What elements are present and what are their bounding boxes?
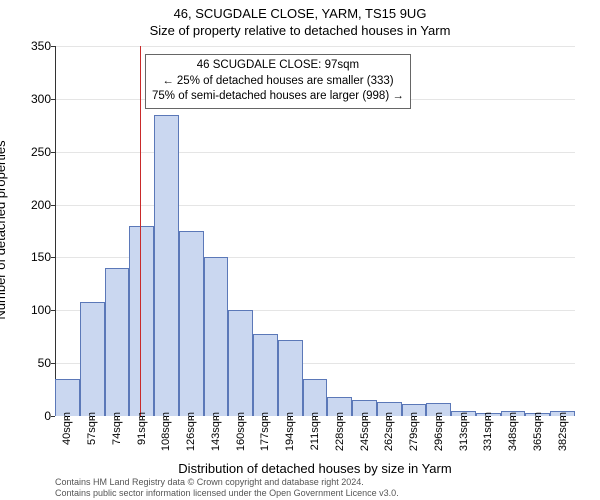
x-tick-mark bbox=[166, 416, 167, 420]
x-tick-mark bbox=[241, 416, 242, 420]
bar bbox=[204, 257, 229, 416]
y-tick-label: 300 bbox=[19, 92, 51, 106]
x-tick-mark bbox=[142, 416, 143, 420]
y-tick-mark bbox=[51, 363, 55, 364]
y-tick-mark bbox=[51, 46, 55, 47]
y-tick-mark bbox=[51, 205, 55, 206]
chart-container: 46, SCUGDALE CLOSE, YARM, TS15 9UG Size … bbox=[0, 0, 600, 500]
x-tick-mark bbox=[67, 416, 68, 420]
bar bbox=[228, 310, 253, 416]
x-tick-mark bbox=[265, 416, 266, 420]
bar bbox=[105, 268, 130, 416]
bar bbox=[253, 334, 278, 416]
y-tick-label: 150 bbox=[19, 250, 51, 264]
bar bbox=[179, 231, 204, 416]
y-tick-mark bbox=[51, 310, 55, 311]
bar bbox=[55, 379, 80, 416]
bar bbox=[80, 302, 105, 416]
plot-area: 050100150200250300350 40sqm57sqm74sqm91s… bbox=[55, 46, 575, 416]
y-tick-mark bbox=[51, 152, 55, 153]
x-tick-mark bbox=[389, 416, 390, 420]
y-tick-label: 350 bbox=[19, 39, 51, 53]
x-tick-mark bbox=[414, 416, 415, 420]
bar bbox=[278, 340, 303, 416]
chart-title: 46, SCUGDALE CLOSE, YARM, TS15 9UG bbox=[0, 0, 600, 23]
y-tick-mark bbox=[51, 99, 55, 100]
x-tick-mark bbox=[513, 416, 514, 420]
x-tick-mark bbox=[538, 416, 539, 420]
x-tick-mark bbox=[340, 416, 341, 420]
reference-line bbox=[140, 46, 141, 416]
y-tick-label: 50 bbox=[19, 356, 51, 370]
bar bbox=[303, 379, 328, 416]
x-tick-mark bbox=[563, 416, 564, 420]
y-tick-label: 100 bbox=[19, 303, 51, 317]
annotation-line-3: 75% of semi-detached houses are larger (… bbox=[152, 89, 404, 105]
annotation-line-1: 46 SCUGDALE CLOSE: 97sqm bbox=[152, 58, 404, 74]
x-tick-mark bbox=[290, 416, 291, 420]
footer-line-2: Contains public sector information licen… bbox=[55, 488, 399, 499]
bar bbox=[154, 115, 179, 416]
x-tick-mark bbox=[365, 416, 366, 420]
y-tick-label: 0 bbox=[19, 409, 51, 423]
bar bbox=[129, 226, 154, 416]
x-tick-mark bbox=[117, 416, 118, 420]
x-tick-mark bbox=[464, 416, 465, 420]
x-tick-mark bbox=[315, 416, 316, 420]
y-axis-label: Number of detached properties bbox=[0, 140, 8, 319]
y-tick-label: 250 bbox=[19, 145, 51, 159]
x-tick-mark bbox=[439, 416, 440, 420]
x-tick-mark bbox=[92, 416, 93, 420]
gridline bbox=[55, 46, 575, 47]
chart-subtitle: Size of property relative to detached ho… bbox=[0, 23, 600, 40]
annotation-box: 46 SCUGDALE CLOSE: 97sqm ← 25% of detach… bbox=[145, 54, 411, 109]
x-axis-label: Distribution of detached houses by size … bbox=[55, 461, 575, 476]
gridline bbox=[55, 205, 575, 206]
footer-attribution: Contains HM Land Registry data © Crown c… bbox=[55, 477, 399, 499]
x-tick-mark bbox=[488, 416, 489, 420]
footer-line-1: Contains HM Land Registry data © Crown c… bbox=[55, 477, 399, 488]
x-tick-mark bbox=[191, 416, 192, 420]
y-tick-label: 200 bbox=[19, 198, 51, 212]
gridline bbox=[55, 152, 575, 153]
x-tick-mark bbox=[216, 416, 217, 420]
y-tick-mark bbox=[51, 257, 55, 258]
annotation-line-2: ← 25% of detached houses are smaller (33… bbox=[152, 74, 404, 90]
y-tick-mark bbox=[51, 416, 55, 417]
